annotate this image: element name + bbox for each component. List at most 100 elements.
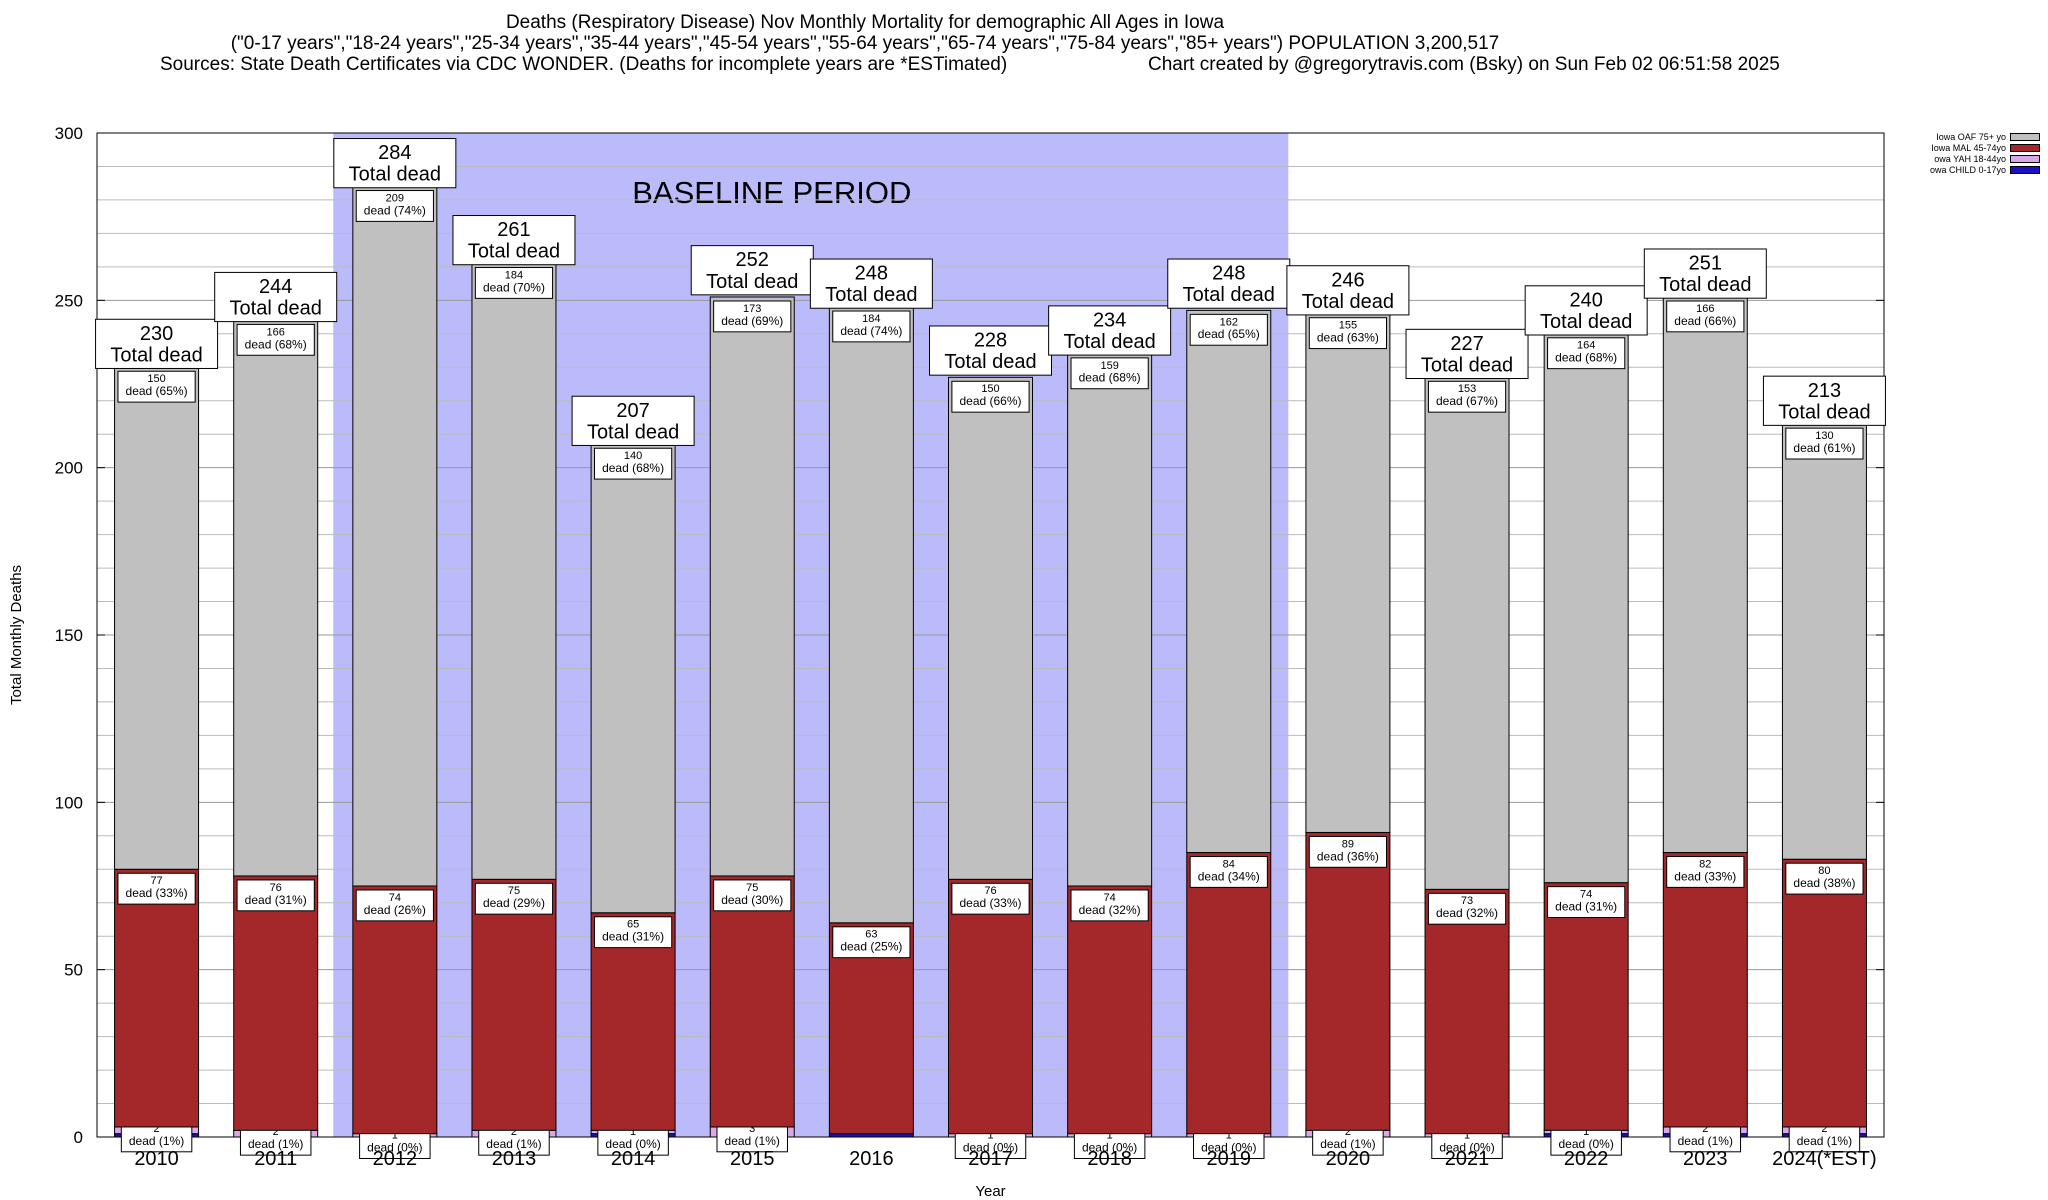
total-label-text: 246 xyxy=(1331,269,1364,291)
segment-label-text: dead (63%) xyxy=(1317,331,1379,345)
segment-label-text: 1 xyxy=(1583,1126,1589,1138)
segment-label-text: 166 xyxy=(1696,303,1714,315)
bar-segment xyxy=(828,306,914,924)
bar-segment xyxy=(1186,309,1272,854)
segment-label-text: dead (74%) xyxy=(840,324,902,338)
total-label-box xyxy=(1048,305,1172,356)
segment-label-text: 130 xyxy=(1815,430,1833,442)
bar-segment xyxy=(114,366,200,870)
segment-label-text: 2 xyxy=(1702,1123,1708,1135)
total-label-text: Total dead xyxy=(706,271,798,293)
total-label-text: Total dead xyxy=(230,298,322,320)
segment-label-box xyxy=(1547,886,1626,918)
total-label-box xyxy=(214,271,338,323)
bar-segment xyxy=(233,319,319,877)
segment-label-text: 75 xyxy=(746,882,758,894)
x-tick-label: 2018 xyxy=(1087,1148,1132,1170)
segment-label-text: 209 xyxy=(386,192,404,204)
segment-label-box xyxy=(117,370,196,403)
bar-segment xyxy=(352,186,438,887)
chart-sources: Sources: State Death Certificates via CD… xyxy=(160,54,1008,75)
total-label-text: Total dead xyxy=(1540,311,1632,333)
total-label-box xyxy=(1524,285,1648,336)
segment-label-text: dead (26%) xyxy=(364,903,426,917)
total-label-text: Total dead xyxy=(587,421,679,443)
x-tick-label: 2015 xyxy=(730,1148,775,1170)
segment-label-text: 162 xyxy=(1220,316,1238,328)
segment-label-box xyxy=(713,300,792,333)
legend-item: Iowa OAF 75+ yo xyxy=(1880,131,2040,142)
y-axis-label: Total Monthly Deaths xyxy=(8,565,25,705)
segment-label-text: dead (0%) xyxy=(1082,1140,1137,1154)
total-label-text: 284 xyxy=(378,142,411,164)
total-label-text: Total dead xyxy=(825,284,917,306)
segment-label-text: dead (34%) xyxy=(1198,869,1260,883)
segment-label-box xyxy=(1666,856,1745,888)
y-tick-label: 300 xyxy=(55,124,83,143)
segment-label-text: 3 xyxy=(749,1123,755,1135)
segment-label-text: dead (74%) xyxy=(364,203,426,217)
segment-label-text: 82 xyxy=(1699,858,1711,870)
segment-label-box xyxy=(355,190,434,222)
chart-credit: Chart created by @gregorytravis.com (Bsk… xyxy=(1148,54,1780,75)
total-label-text: 230 xyxy=(140,323,173,345)
legend-item: Iowa MAL 45-74yo xyxy=(1880,142,2040,153)
total-label-box xyxy=(1762,375,1886,426)
segment-label-box xyxy=(1666,300,1745,333)
segment-label-box xyxy=(1308,317,1388,350)
x-tick-label: 2019 xyxy=(1207,1148,1252,1170)
segment-label-text: dead (66%) xyxy=(1674,314,1736,328)
segment-label-box xyxy=(474,267,554,299)
segment-label-text: 164 xyxy=(1577,340,1595,352)
segment-label-text: 155 xyxy=(1339,320,1357,332)
total-label-text: Total dead xyxy=(1659,274,1751,296)
y-tick-label: 100 xyxy=(55,793,83,812)
segment-label-text: 76 xyxy=(984,885,996,897)
x-tick-label: 2016 xyxy=(849,1148,894,1170)
segment-label-text: 73 xyxy=(1461,895,1473,907)
segment-label-text: 74 xyxy=(389,892,401,904)
segment-label-box xyxy=(832,926,911,959)
y-tick-label: 50 xyxy=(64,961,83,980)
total-label-box xyxy=(1167,258,1291,309)
segment-label-text: 184 xyxy=(505,269,523,281)
x-axis-label: Year xyxy=(975,1183,1005,1200)
segment-label-text: dead (0%) xyxy=(1439,1140,1494,1154)
segment-label-text: dead (25%) xyxy=(840,940,902,954)
total-label-text: 261 xyxy=(497,219,530,241)
chart-subtitle: ("0-17 years","18-24 years","25-34 years… xyxy=(230,33,1500,54)
y-tick-label: 150 xyxy=(55,626,83,645)
total-label-box xyxy=(809,258,933,309)
y-tick-label: 250 xyxy=(55,291,83,310)
total-label-text: Total dead xyxy=(1421,355,1513,377)
segment-label-text: dead (65%) xyxy=(1198,327,1260,341)
bar-segment xyxy=(828,1133,914,1138)
segment-label-box xyxy=(1070,357,1149,390)
segment-label-text: 166 xyxy=(267,326,285,338)
segment-label-box xyxy=(951,380,1030,413)
segment-label-box xyxy=(594,916,673,949)
segment-label-text: 63 xyxy=(865,929,877,941)
segment-label-text: dead (31%) xyxy=(602,930,664,944)
segment-label-box xyxy=(1785,862,1864,895)
total-label-text: 252 xyxy=(736,249,769,271)
segment-label-box xyxy=(1308,835,1388,868)
total-label-text: Total dead xyxy=(944,351,1036,373)
